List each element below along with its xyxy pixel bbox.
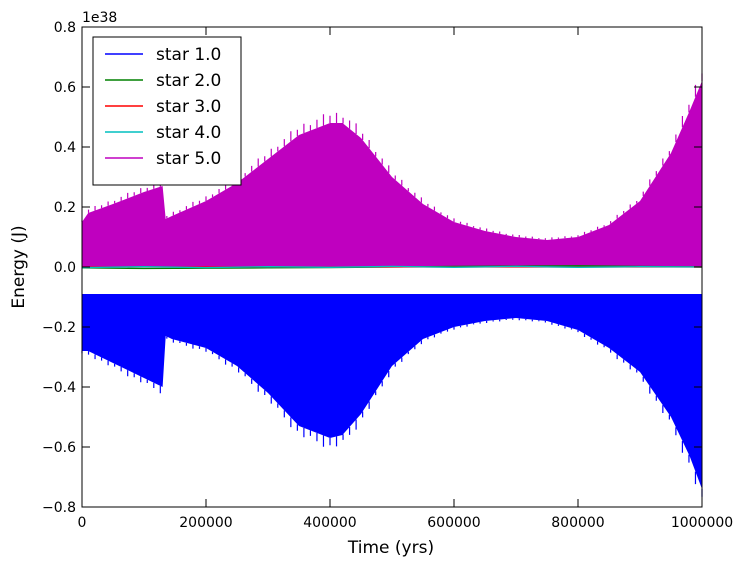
y-tick-label: −0.8	[42, 500, 76, 516]
series-spikes	[81, 318, 703, 497]
y-tick-label: −0.4	[42, 380, 76, 396]
x-tick-label: 400000	[303, 515, 356, 531]
band-layer	[81, 73, 703, 497]
legend: star 1.0 star 2.0 star 3.0 star 4.0 star 5.0	[92, 36, 242, 186]
x-axis-ticks: 0 200000 400000 600000 800000 1000000	[78, 27, 733, 531]
y-axis-label: Energy (J)	[9, 225, 29, 308]
y-tick-label: 0.8	[54, 20, 76, 36]
y-tick-label: −0.2	[42, 320, 76, 336]
series-envelope	[82, 81, 702, 267]
y-tick-label: 0.6	[54, 80, 76, 96]
y-tick-label: −0.6	[42, 440, 76, 456]
x-tick-label: 1000000	[671, 515, 733, 531]
x-axis-label: Time (yrs)	[347, 538, 434, 558]
y-tick-label: 0.0	[54, 260, 76, 276]
series-line-4	[81, 265, 703, 269]
legend-entry: star 2.0	[156, 71, 221, 91]
y-offset-label: 1e38	[82, 10, 117, 26]
legend-entry: star 5.0	[156, 149, 221, 169]
legend-entry: star 3.0	[156, 97, 221, 117]
x-tick-label: 0	[78, 515, 87, 531]
x-tick-label: 600000	[427, 515, 480, 531]
line-layer	[81, 265, 703, 270]
y-axis-ticks: −0.8 −0.6 −0.4 −0.2 0.0 0.2 0.4 0.6 0.8	[42, 20, 702, 516]
y-tick-label: 0.4	[54, 140, 76, 156]
series-band-1	[81, 294, 703, 497]
y-tick-label: 0.2	[54, 200, 76, 216]
series-envelope	[82, 294, 702, 489]
legend-box	[92, 36, 242, 186]
x-tick-label: 200000	[179, 515, 232, 531]
legend-entry: star 4.0	[156, 123, 221, 143]
x-tick-label: 800000	[551, 515, 604, 531]
legend-entry: star 1.0	[156, 45, 221, 65]
